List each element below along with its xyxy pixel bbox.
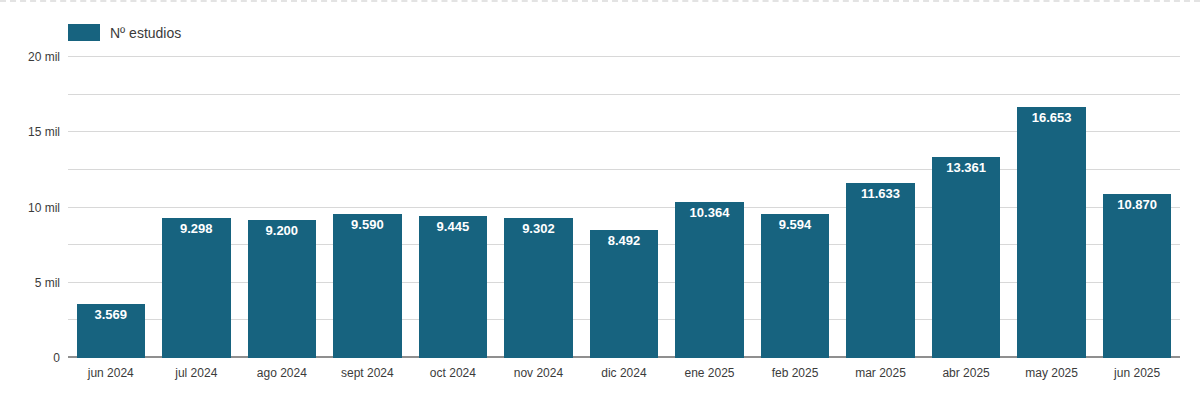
bar-value-label: 16.653 [1017, 111, 1085, 125]
x-axis-label: ago 2024 [239, 366, 325, 380]
bar-value-label: 10.364 [675, 206, 743, 220]
bar-value-label: 9.298 [162, 222, 230, 236]
bar-slot: 8.492 [581, 57, 667, 358]
bar-slot: 9.590 [325, 57, 411, 358]
x-axis-label: may 2025 [1009, 366, 1095, 380]
bar-value-label: 3.569 [77, 308, 145, 322]
bar-slot: 9.200 [239, 57, 325, 358]
x-axis: jun 2024jul 2024ago 2024sept 2024oct 202… [68, 366, 1180, 380]
bar-slot: 3.569 [68, 57, 154, 358]
bar-value-label: 9.594 [761, 218, 829, 232]
legend-swatch [68, 24, 100, 41]
bar[interactable]: 16.653 [1017, 107, 1085, 358]
y-axis: 05 mil10 mil15 mil20 mil [0, 57, 60, 358]
bar-value-label: 10.870 [1103, 198, 1171, 212]
bar-slot: 10.364 [667, 57, 753, 358]
bar-value-label: 9.590 [333, 218, 401, 232]
bar[interactable]: 9.594 [761, 214, 829, 358]
bar[interactable]: 11.633 [846, 183, 914, 358]
bar[interactable]: 9.302 [504, 218, 572, 358]
x-axis-label: sept 2024 [325, 366, 411, 380]
bar-value-label: 9.445 [419, 220, 487, 234]
bar-slot: 16.653 [1009, 57, 1095, 358]
plot-area: 3.569 9.298 9.200 9.590 9.445 9.302 8.492 10.36… [68, 57, 1180, 358]
bar-slot: 13.361 [923, 57, 1009, 358]
y-axis-tick-label: 15 mil [0, 126, 60, 138]
bar[interactable]: 9.298 [162, 218, 230, 358]
bar-series: 3.569 9.298 9.200 9.590 9.445 9.302 8.492 10.36… [68, 57, 1180, 358]
x-axis-label: jul 2024 [154, 366, 240, 380]
x-axis-label: mar 2025 [838, 366, 924, 380]
bar-slot: 9.298 [154, 57, 240, 358]
bar-value-label: 11.633 [846, 187, 914, 201]
bar[interactable]: 9.445 [419, 216, 487, 358]
legend: Nº estudios [68, 24, 181, 41]
x-axis-label: abr 2025 [923, 366, 1009, 380]
bar-chart: Nº estudios 0 5 mil 10 mil 15 mil 20 mil 3.5… [0, 0, 1200, 411]
y-axis-tick-label: 5 mil [0, 277, 60, 289]
legend-label: Nº estudios [110, 25, 181, 41]
bar-value-label: 13.361 [932, 161, 1000, 175]
bar-value-label: 8.492 [590, 234, 658, 248]
bar-slot: 11.633 [838, 57, 924, 358]
bar-value-label: 9.200 [248, 224, 316, 238]
bar-slot: 9.302 [496, 57, 582, 358]
bar[interactable]: 10.364 [675, 202, 743, 358]
bar-slot: 9.445 [410, 57, 496, 358]
bar[interactable]: 9.200 [248, 220, 316, 358]
bar-value-label: 9.302 [504, 222, 572, 236]
bar[interactable]: 8.492 [590, 230, 658, 358]
x-axis-label: jun 2024 [68, 366, 154, 380]
y-axis-tick-label: 10 mil [0, 202, 60, 214]
x-axis-label: dic 2024 [581, 366, 667, 380]
bar[interactable]: 9.590 [333, 214, 401, 358]
bar-slot: 9.594 [752, 57, 838, 358]
x-axis-label: jun 2025 [1094, 366, 1180, 380]
bar[interactable]: 13.361 [932, 157, 1000, 358]
x-axis-label: nov 2024 [496, 366, 582, 380]
y-axis-tick-label: 20 mil [0, 51, 60, 63]
bar[interactable]: 10.870 [1103, 194, 1171, 358]
x-axis-label: feb 2025 [752, 366, 838, 380]
bar[interactable]: 3.569 [77, 304, 145, 358]
x-axis-label: ene 2025 [667, 366, 753, 380]
bar-slot: 10.870 [1094, 57, 1180, 358]
y-axis-tick-label: 0 [0, 352, 60, 364]
x-axis-label: oct 2024 [410, 366, 496, 380]
